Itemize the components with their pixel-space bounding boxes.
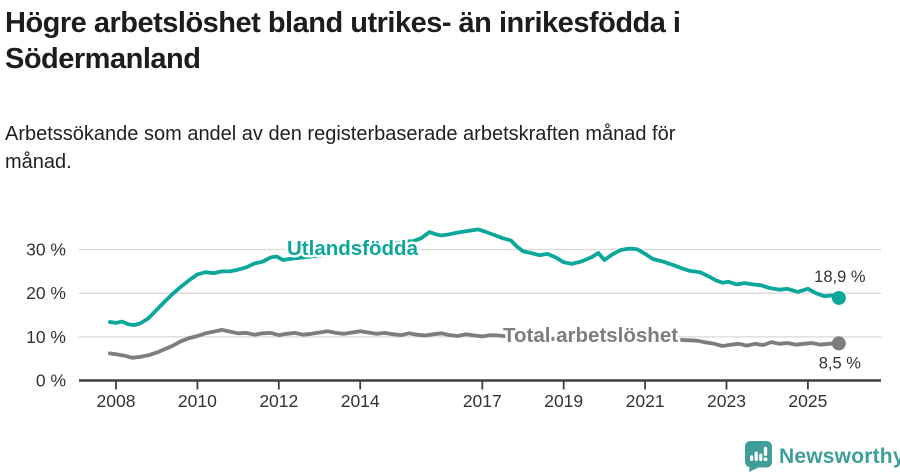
chart-header: Högre arbetslöshet bland utrikes- än inr… <box>5 5 885 173</box>
chart-subtitle: Arbetssökande som andel av den registerb… <box>5 120 845 176</box>
y-tick-label: 0 % <box>36 371 66 391</box>
series-end-value: 8,5 % <box>819 354 862 372</box>
series-line-utlandsfodda <box>108 227 841 328</box>
y-tick-label: 20 % <box>26 283 66 303</box>
x-tick-label: 2021 <box>626 391 665 411</box>
x-tick-label: 2014 <box>341 391 380 411</box>
x-tick-label: 2023 <box>707 391 746 411</box>
logo-bar-1 <box>750 455 754 461</box>
series-label: Utlandsfödda <box>287 237 419 260</box>
logo-bubble-shape <box>745 441 772 472</box>
brand-footer: Newsworthy <box>745 441 900 472</box>
series-end-dot <box>831 290 846 305</box>
x-tick-label: 2008 <box>97 391 136 411</box>
series-end-dot <box>831 336 846 351</box>
newsworthy-logo-icon <box>745 441 772 472</box>
series-line-total <box>108 327 841 360</box>
series-end-value: 18,9 % <box>814 268 866 286</box>
logo-exclamation-bar <box>763 446 768 456</box>
chart-subtitle-line2: månad. <box>5 151 72 173</box>
x-tick-label: 2025 <box>788 391 827 411</box>
x-tick-label: 2019 <box>544 391 583 411</box>
chart-title-line1: Högre arbetslöshet bland utrikes- än inr… <box>5 7 681 39</box>
x-tick-label: 2012 <box>259 391 298 411</box>
x-tick-label: 2010 <box>178 391 217 411</box>
chart-title: Högre arbetslöshet bland utrikes- än inr… <box>5 5 885 77</box>
chart-subtitle-line1: Arbetssökande som andel av den registerb… <box>5 123 676 145</box>
logo-exclamation-dot <box>763 457 768 462</box>
logo-bar-2 <box>754 451 758 461</box>
y-tick-label: 10 % <box>26 327 66 347</box>
brand-name: Newsworthy <box>779 444 900 468</box>
logo-bar-3 <box>759 453 763 461</box>
y-tick-label: 30 % <box>26 240 66 260</box>
x-tick-label: 2017 <box>463 391 502 411</box>
series-label: Total arbetslöshet <box>503 324 678 347</box>
chart-title-line2: Södermanland <box>5 43 201 75</box>
